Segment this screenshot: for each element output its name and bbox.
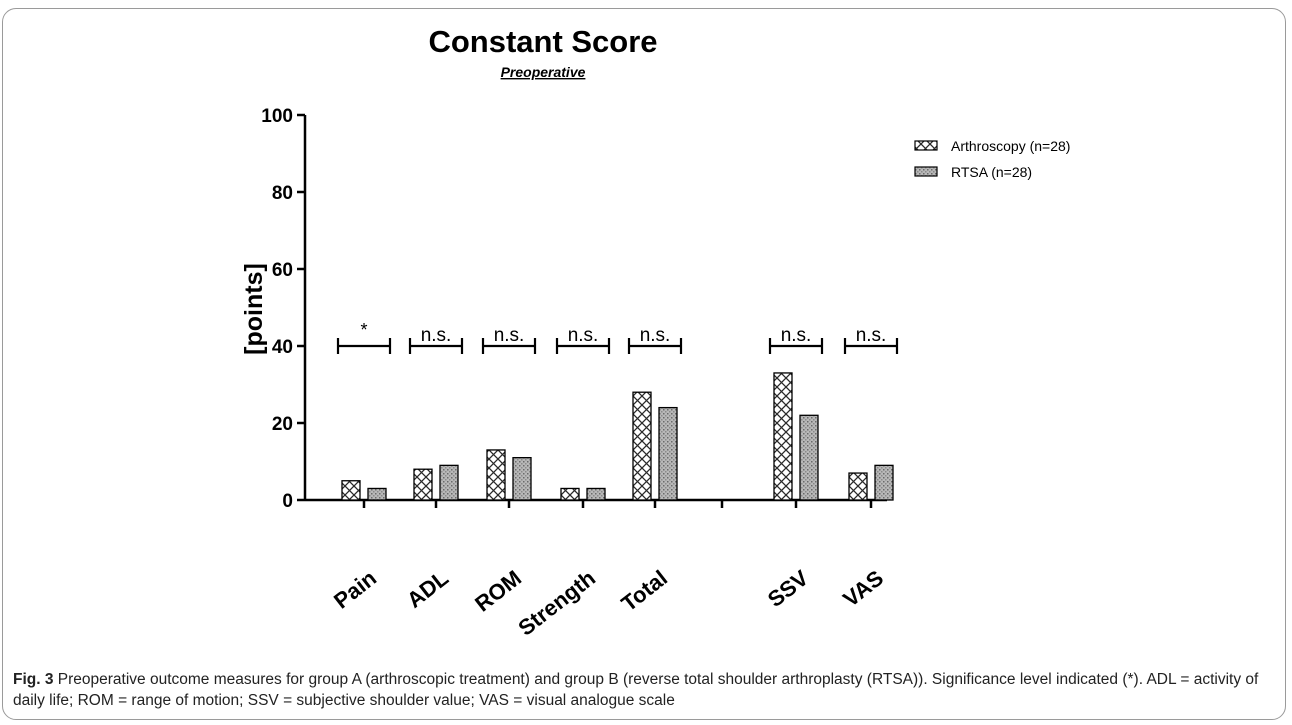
significance-label: n.s. — [568, 325, 599, 346]
legend-label: RTSA (n=28) — [951, 164, 1032, 180]
bar-arthroscopy-strength — [560, 487, 580, 501]
caption-text: Preoperative outcome measures for group … — [13, 671, 1259, 709]
category-label: VAS — [838, 565, 888, 612]
y-tick-label: 80 — [272, 183, 293, 204]
significance-label: n.s. — [781, 325, 812, 346]
bar-rtsa-rom — [512, 456, 532, 501]
legend: Arthroscopy (n=28) RTSA (n=28) — [914, 138, 1070, 180]
legend-swatch — [914, 140, 938, 151]
significance-label: n.s. — [640, 325, 671, 346]
bar-rtsa-adl — [439, 464, 459, 501]
y-tick-label: 0 — [282, 491, 293, 512]
chart-title: Constant Score — [428, 24, 657, 59]
y-tick-label: 100 — [261, 106, 293, 127]
bar-rtsa-pain — [367, 487, 387, 501]
bar-rtsa-ssv — [799, 414, 819, 501]
significance-label: * — [360, 320, 367, 340]
significance-label: n.s. — [856, 325, 887, 346]
y-tick-label: 20 — [272, 414, 293, 435]
bar-rtsa-total — [658, 406, 678, 501]
bar-arthroscopy-rom — [486, 449, 506, 501]
category-label: Pain — [329, 565, 381, 613]
chart-subtitle: Preoperative — [501, 64, 586, 80]
y-axis-label: [points] — [240, 263, 268, 355]
bar-arthroscopy-adl — [413, 468, 433, 501]
significance-annotations: * n.s. n.s. n.s. n.s. n.s. n.s. — [336, 320, 899, 354]
bar-arthroscopy-pain — [341, 480, 361, 501]
bar-arthroscopy-ssv — [773, 372, 793, 501]
bars — [341, 372, 894, 501]
y-tick-label: 60 — [272, 260, 293, 281]
category-label: ROM — [470, 565, 526, 616]
significance-label: n.s. — [494, 325, 525, 346]
category-label: ADL — [402, 565, 453, 613]
bar-rtsa-vas — [874, 464, 894, 501]
y-axis: 0 20 40 60 80 100 — [261, 106, 307, 512]
significance-label: n.s. — [421, 325, 452, 346]
category-label: SSV — [763, 565, 813, 612]
bar-rtsa-strength — [586, 487, 606, 501]
x-axis — [305, 498, 887, 508]
y-tick-label: 40 — [272, 337, 293, 358]
category-label: Strength — [513, 565, 600, 640]
chart: Constant Score Preoperative [points] 0 20… — [240, 24, 1070, 641]
figure-caption: Fig. 3 Preoperative outcome measures for… — [13, 669, 1283, 711]
category-label: Total — [617, 565, 673, 616]
legend-swatch — [914, 166, 938, 177]
caption-label: Fig. 3 — [13, 671, 54, 688]
bar-arthroscopy-total — [632, 391, 652, 501]
legend-label: Arthroscopy (n=28) — [951, 138, 1070, 154]
figure-panel: Constant Score Preoperative [points] 0 20… — [2, 8, 1286, 720]
bar-arthroscopy-vas — [848, 472, 868, 501]
